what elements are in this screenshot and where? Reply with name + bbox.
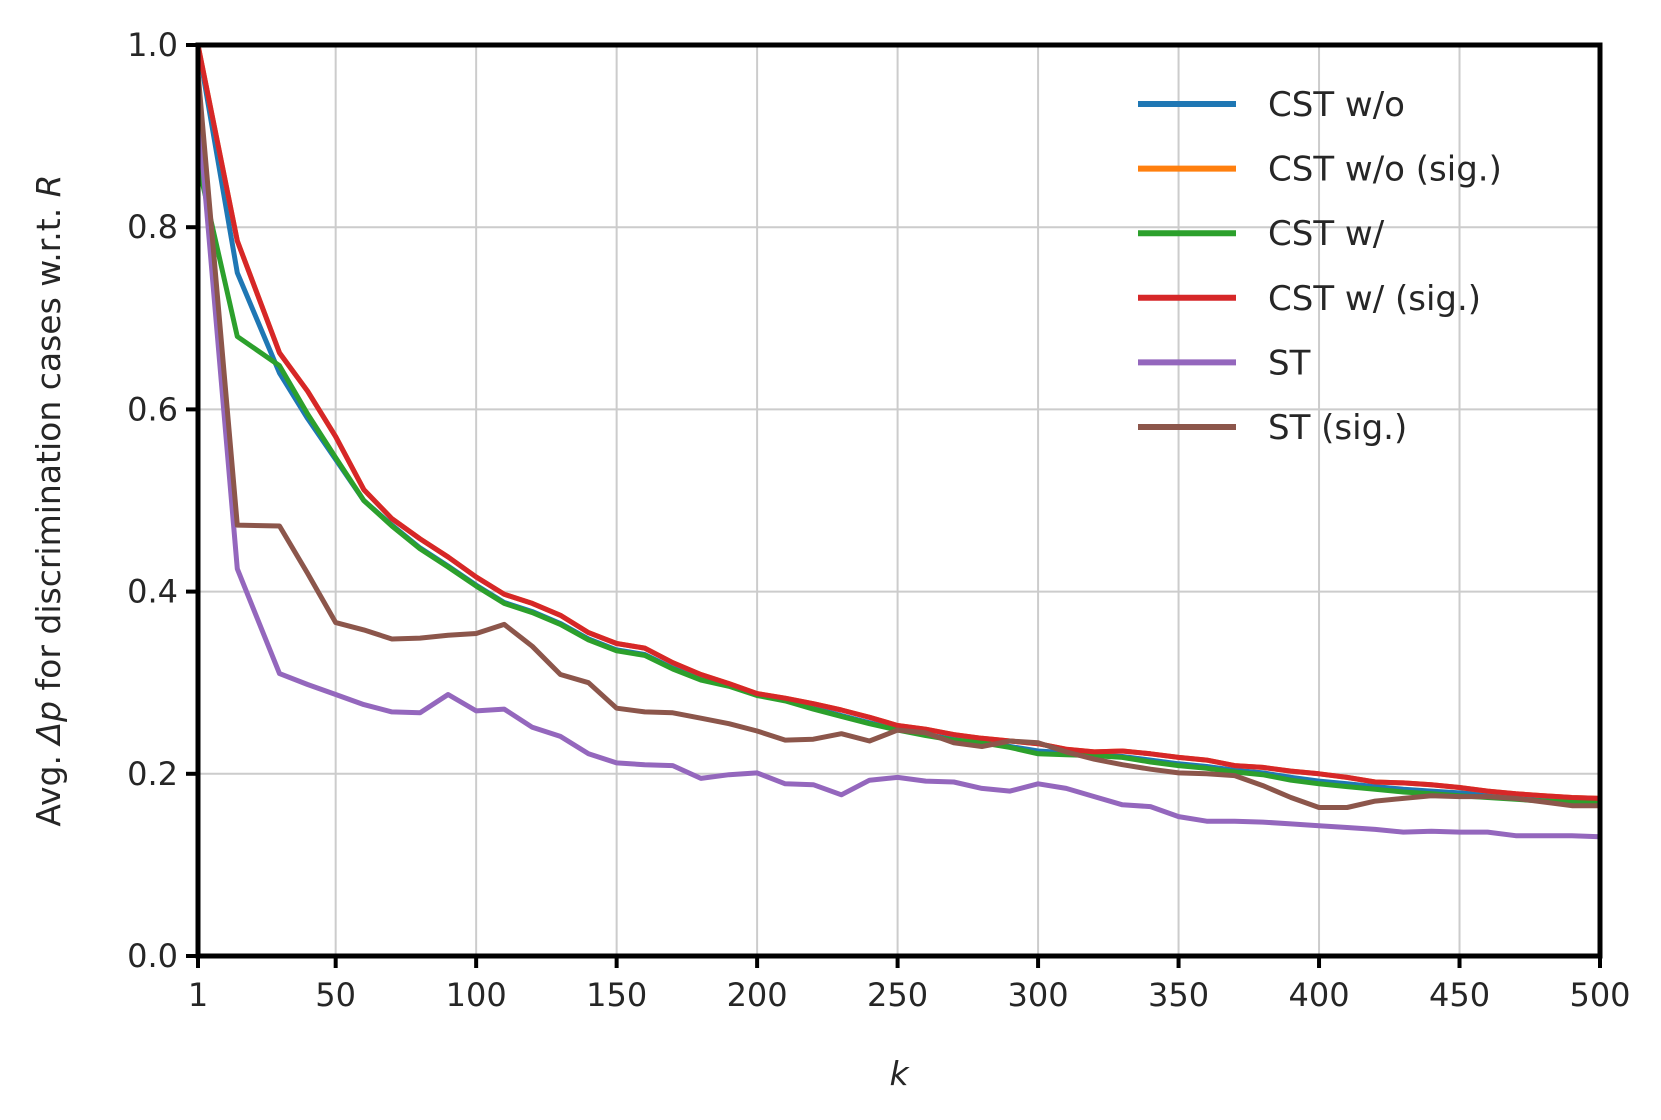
x-tick-label: 50 — [315, 976, 356, 1014]
x-tick-label: 400 — [1288, 976, 1349, 1014]
y-tick-label: 1.0 — [127, 26, 178, 64]
y-tick-label: 0.0 — [127, 937, 178, 975]
x-tick-label: 250 — [867, 976, 928, 1014]
y-tick-label: 0.6 — [127, 390, 178, 428]
y-axis-label-variable: R — [29, 174, 68, 197]
x-tick-label: 350 — [1148, 976, 1209, 1014]
y-tick-label: 0.8 — [127, 208, 178, 246]
x-tick-label: 500 — [1569, 976, 1630, 1014]
x-tick-label: 200 — [727, 976, 788, 1014]
tick-labels: 1 50 100 150 200 250 300 350 400 450 5000.00.20.40… — [127, 26, 1630, 1014]
legend: CST w/o CST w/o (sig.) CST w/CST w/ (sig.)… — [1138, 85, 1502, 448]
series-lines — [195, 44, 1601, 840]
legend-label: ST (sig.) — [1268, 408, 1407, 448]
series-line-cst-w-sig — [195, 44, 1601, 801]
legend-label: CST w/o — [1268, 85, 1405, 125]
y-axis-label-middle: for discrimination cases w.r.t. — [29, 197, 68, 701]
x-axis-label: k — [889, 1054, 910, 1093]
x-tick-label: 450 — [1429, 976, 1490, 1014]
y-axis-label: Avg. Δp for discrimination cases w.r.t. … — [29, 174, 68, 826]
x-tick-label: 300 — [1008, 976, 1069, 1014]
y-tick-label: 0.2 — [127, 755, 178, 793]
x-tick-label: 1 — [188, 976, 208, 1014]
y-axis-label-prefix: Avg. — [29, 745, 68, 827]
legend-label: ST — [1268, 343, 1311, 383]
legend-label: CST w/ — [1268, 214, 1385, 254]
y-axis-label-delta: Δp — [29, 701, 68, 748]
series-line-st-sig — [195, 72, 1600, 810]
y-tick-label: 0.4 — [127, 573, 178, 611]
x-tick-label: 100 — [446, 976, 507, 1014]
legend-label: CST w/o (sig.) — [1268, 150, 1502, 190]
series-line-st — [195, 108, 1601, 840]
axis-ticks — [186, 43, 1602, 968]
x-tick-label: 150 — [586, 976, 647, 1014]
legend-label: CST w/ (sig.) — [1268, 279, 1481, 319]
